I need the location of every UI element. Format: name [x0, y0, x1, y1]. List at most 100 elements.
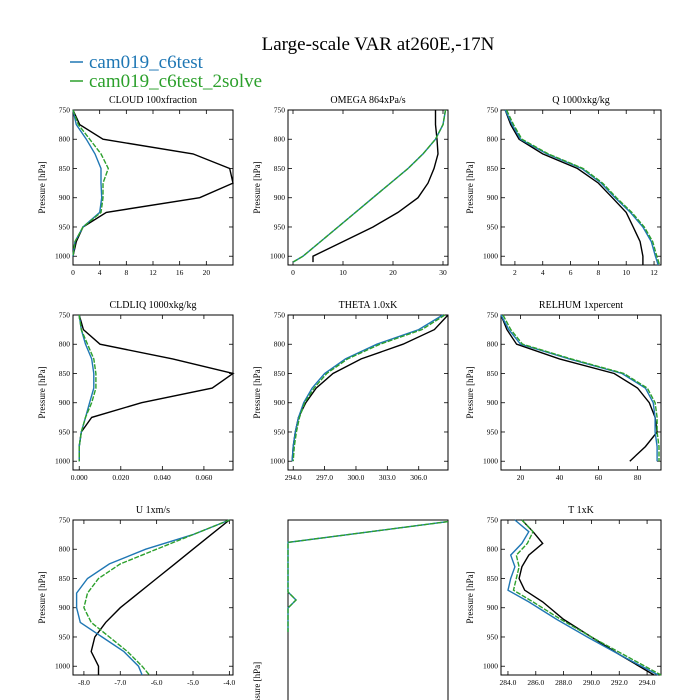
x-tick-label: 4 [541, 268, 545, 277]
y-tick-label: 750 [487, 106, 499, 115]
y-tick-label: 750 [487, 516, 499, 525]
plot-frame [72, 109, 234, 266]
x-tick-label: 20 [203, 268, 211, 277]
y-tick-label: 750 [487, 311, 499, 320]
x-tick-label: -5.0 [187, 678, 199, 687]
y-axis-label: Pressure [hPa] [252, 366, 262, 418]
series-line-obs [78, 314, 235, 462]
y-tick-label: 850 [487, 164, 499, 173]
series-line-cam019_c6test_2solve [83, 519, 230, 676]
y-tick-label: 900 [59, 603, 71, 612]
y-tick-label: 900 [59, 193, 71, 202]
panel-4: CLDLIQ 1000xkg/kg Pressure [hPa] 750 800 850… [37, 300, 235, 482]
x-tick-label: 303.0 [379, 473, 396, 482]
x-tick-label: 6 [569, 268, 573, 277]
x-tick-label: 10 [622, 268, 630, 277]
series-line-obs [500, 314, 658, 462]
legend: cam019_c6test cam019_c6test_2solve [70, 52, 262, 92]
y-tick-label: 1000 [55, 252, 70, 261]
panel-title: OMEGA 864xPa/s [330, 95, 405, 106]
x-tick-label: 0 [71, 268, 75, 277]
series-line-cam019_c6test [292, 109, 447, 263]
x-tick-label: 20 [517, 473, 525, 482]
x-tick-label: 286.0 [527, 678, 544, 687]
y-tick-label: 850 [487, 574, 499, 583]
x-tick-label: 60 [595, 473, 603, 482]
y-tick-label: 900 [487, 193, 499, 202]
y-tick-label: 800 [274, 135, 286, 144]
y-tick-label: 750 [59, 516, 71, 525]
y-tick-label: 850 [487, 369, 499, 378]
y-tick-label: 750 [274, 311, 286, 320]
y-tick-label: 800 [59, 340, 71, 349]
panel-title: Q 1000xkg/kg [552, 95, 610, 106]
series-line-cam019_c6test [287, 520, 449, 632]
plot-frame [287, 109, 449, 266]
y-tick-label: 1000 [270, 457, 285, 466]
series-line-obs [72, 109, 234, 257]
series-line-cam019_c6test_2solve [287, 520, 449, 632]
figure-title: Large-scale VAR at260E,-17N [262, 34, 495, 55]
x-tick-label: 30 [439, 268, 447, 277]
y-tick-label: 800 [487, 135, 499, 144]
y-tick-label: 800 [487, 340, 499, 349]
y-tick-label: 900 [274, 193, 286, 202]
legend-label-1: cam019_c6test [89, 52, 204, 73]
y-tick-label: 1000 [55, 457, 70, 466]
x-tick-label: 294.0 [639, 678, 656, 687]
x-tick-label: -4.0 [223, 678, 235, 687]
panel-title: THETA 1.0xK [339, 300, 398, 311]
series-line-cam019_c6test_2solve [505, 109, 661, 266]
y-axis-label: Pressure [hPa] [37, 161, 47, 213]
y-tick-label: 900 [59, 398, 71, 407]
y-tick-label: 1000 [55, 662, 70, 671]
panel-title: CLDLIQ 1000xkg/kg [110, 300, 197, 311]
y-axis-label: Pressure [hPa] [465, 366, 475, 418]
x-tick-label: 8 [124, 268, 128, 277]
y-tick-label: 950 [487, 222, 499, 231]
series-line-cam019_c6test [72, 109, 103, 257]
series-line-cam019_c6test_2solve [502, 314, 660, 462]
plot-frame [287, 314, 449, 471]
x-tick-label: 294.0 [285, 473, 302, 482]
plot-frame [72, 314, 234, 471]
y-tick-label: 1000 [483, 662, 498, 671]
panel-1: CLOUD 100xfraction Pressure [hPa] 750 800 85… [37, 95, 234, 277]
plot-frame [500, 519, 662, 676]
series-line-obs [312, 110, 439, 263]
panel-title: T 1xK [568, 505, 594, 516]
x-tick-label: 12 [149, 268, 157, 277]
series-line-obs [504, 109, 644, 265]
y-tick-label: 850 [274, 369, 286, 378]
y-axis-label: Pressure [hPa] [37, 571, 47, 623]
y-axis-label: Pressure [hPa] [465, 161, 475, 213]
x-tick-label: 300.0 [348, 473, 365, 482]
x-tick-label: 0.000 [71, 473, 88, 482]
y-tick-label: 1000 [483, 252, 498, 261]
x-tick-label: -6.0 [151, 678, 163, 687]
x-tick-label: 290.0 [583, 678, 600, 687]
y-axis-label: Pressure [hPa] [252, 161, 262, 213]
series-line-obs [90, 519, 230, 675]
y-tick-label: 950 [274, 222, 286, 231]
panel-7: U 1xm/s Pressure [hPa] 750 800 850 900 950 1000… [37, 505, 236, 687]
y-tick-label: 850 [59, 574, 71, 583]
y-tick-label: 900 [274, 398, 286, 407]
panel-2: OMEGA 864xPa/s Pressure [hPa] 750 800 850 900… [252, 95, 449, 277]
y-axis-label: Pressure [hPa] [37, 366, 47, 418]
x-tick-label: 0.040 [154, 473, 171, 482]
y-tick-label: 750 [274, 106, 286, 115]
y-tick-label: 950 [487, 427, 499, 436]
y-tick-label: 850 [59, 369, 71, 378]
legend-label-2: cam019_c6test_2solve [89, 71, 262, 92]
x-tick-label: 16 [176, 268, 184, 277]
panel-5: THETA 1.0xK Pressure [hPa] 750 800 850 900 950… [252, 300, 449, 482]
series-line-cam019_c6test_2solve [292, 314, 446, 462]
panel-title: U 1xm/s [136, 505, 170, 516]
series-line-obs [518, 519, 655, 676]
x-tick-label: 10 [339, 268, 347, 277]
x-tick-label: 306.0 [410, 473, 427, 482]
plot-frame [500, 314, 662, 471]
x-tick-label: -8.0 [78, 678, 90, 687]
